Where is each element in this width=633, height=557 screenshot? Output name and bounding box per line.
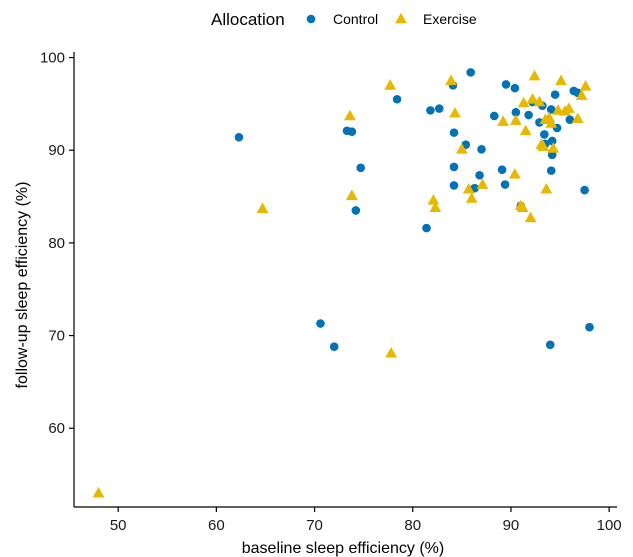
series-exercise xyxy=(92,69,592,498)
exercise-point xyxy=(385,346,398,358)
control-point xyxy=(497,165,507,174)
exercise-point xyxy=(545,117,558,128)
control-point xyxy=(347,127,357,136)
exercise-point xyxy=(533,95,546,107)
x-axis: 50 60 70 80 90 100 xyxy=(74,506,622,534)
exercise-point xyxy=(552,104,564,115)
control-point xyxy=(466,68,475,77)
control-point xyxy=(524,110,533,120)
control-point xyxy=(426,106,435,115)
exercise-point xyxy=(528,69,541,81)
legend-title: Allocation xyxy=(211,10,285,29)
exercise-point xyxy=(575,89,588,100)
control-point xyxy=(500,180,510,189)
y-axis: 60 70 80 90 100 xyxy=(40,50,75,507)
control-point xyxy=(501,80,511,89)
exercise-point xyxy=(497,115,509,126)
exercise-point xyxy=(571,112,584,124)
exercise-point xyxy=(449,106,461,118)
exercise-point xyxy=(455,143,468,154)
exercise-point xyxy=(509,114,522,125)
y-tick-label: 70 xyxy=(48,328,65,345)
control-point xyxy=(234,132,244,142)
y-tick-label: 80 xyxy=(48,235,65,252)
exercise-point xyxy=(462,182,475,194)
control-point xyxy=(580,185,589,195)
exercise-point xyxy=(344,109,356,121)
control-point xyxy=(329,342,339,351)
legend-label: Control xyxy=(333,11,378,27)
exercise-point xyxy=(579,80,592,91)
control-point xyxy=(511,107,521,117)
exercise-point xyxy=(519,124,532,136)
exercise-point xyxy=(476,178,489,189)
control-point xyxy=(477,145,486,154)
y-tick-label: 90 xyxy=(48,142,65,159)
control-point xyxy=(475,170,484,180)
legend: Allocation Control Exercise xyxy=(211,10,477,29)
exercise-point xyxy=(555,74,567,86)
control-point xyxy=(510,83,520,93)
legend-item-exercise: Exercise xyxy=(395,11,477,27)
control-point xyxy=(449,128,459,137)
control-point xyxy=(434,104,444,113)
control-point xyxy=(489,111,499,121)
exercise-point xyxy=(526,93,539,104)
exercise-legend-icon xyxy=(395,12,407,24)
exercise-point xyxy=(465,192,478,203)
control-point xyxy=(545,340,555,350)
plot-area xyxy=(92,68,594,498)
control-point xyxy=(351,206,361,215)
control-point xyxy=(449,181,459,190)
control-point xyxy=(565,115,575,124)
exercise-point xyxy=(540,182,553,194)
x-tick-label: 60 xyxy=(208,517,225,534)
control-point xyxy=(449,162,459,172)
control-point xyxy=(550,90,560,99)
exercise-point xyxy=(345,189,358,200)
control-point xyxy=(392,94,402,104)
y-tick-label: 100 xyxy=(40,50,65,67)
exercise-point xyxy=(508,168,521,179)
x-tick-label: 80 xyxy=(404,517,421,534)
exercise-point xyxy=(547,142,560,153)
control-point xyxy=(547,136,557,146)
exercise-point xyxy=(92,486,105,498)
y-tick-label: 60 xyxy=(48,420,65,437)
exercise-point xyxy=(256,202,269,213)
x-tick-label: 50 xyxy=(110,517,127,534)
control-point xyxy=(316,319,325,328)
y-axis-title: follow-up sleep efficiency (%) xyxy=(14,182,31,389)
exercise-point xyxy=(427,194,440,205)
exercise-point xyxy=(429,201,442,213)
control-point xyxy=(356,163,366,173)
exercise-point xyxy=(562,102,575,113)
control-legend-icon xyxy=(306,14,316,24)
exercise-point xyxy=(524,211,537,223)
x-axis-title: baseline sleep efficiency (%) xyxy=(242,540,444,557)
exercise-point xyxy=(445,74,457,86)
legend-item-control: Control xyxy=(306,11,378,27)
control-point xyxy=(546,166,556,175)
control-point xyxy=(546,105,556,114)
x-tick-label: 90 xyxy=(503,517,520,534)
exercise-point xyxy=(537,140,550,151)
legend-label: Exercise xyxy=(423,11,477,27)
exercise-point xyxy=(517,96,530,108)
series-control xyxy=(234,68,594,351)
control-point xyxy=(540,130,549,139)
control-point xyxy=(422,223,431,233)
exercise-point xyxy=(516,201,529,213)
exercise-point xyxy=(384,79,397,90)
x-tick-label: 70 xyxy=(306,517,323,534)
control-point xyxy=(585,322,594,332)
x-tick-label: 100 xyxy=(597,517,622,534)
